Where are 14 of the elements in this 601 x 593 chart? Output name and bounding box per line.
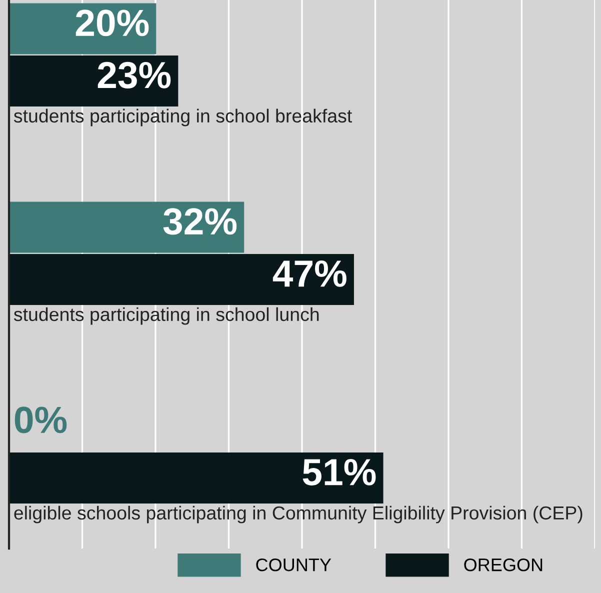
data-label: 32% bbox=[163, 208, 237, 235]
bar bbox=[9, 254, 354, 305]
data-label: 23% bbox=[98, 62, 171, 88]
legend-label: OREGON bbox=[464, 558, 542, 572]
y-tick-label: students participating in school breakfast bbox=[14, 108, 352, 126]
data-label: 0% bbox=[14, 406, 67, 434]
legend-label: COUNTY bbox=[256, 558, 332, 572]
y-tick-label: eligible schools participating in Community Eligibility Provision (CEP) bbox=[14, 506, 582, 524]
bar bbox=[9, 202, 244, 253]
data-label: 47% bbox=[272, 260, 346, 287]
data-label: 20% bbox=[76, 10, 149, 36]
data-label: 51% bbox=[302, 458, 376, 486]
y-tick-label: students participating in school lunch bbox=[14, 307, 319, 325]
bar bbox=[9, 452, 384, 504]
